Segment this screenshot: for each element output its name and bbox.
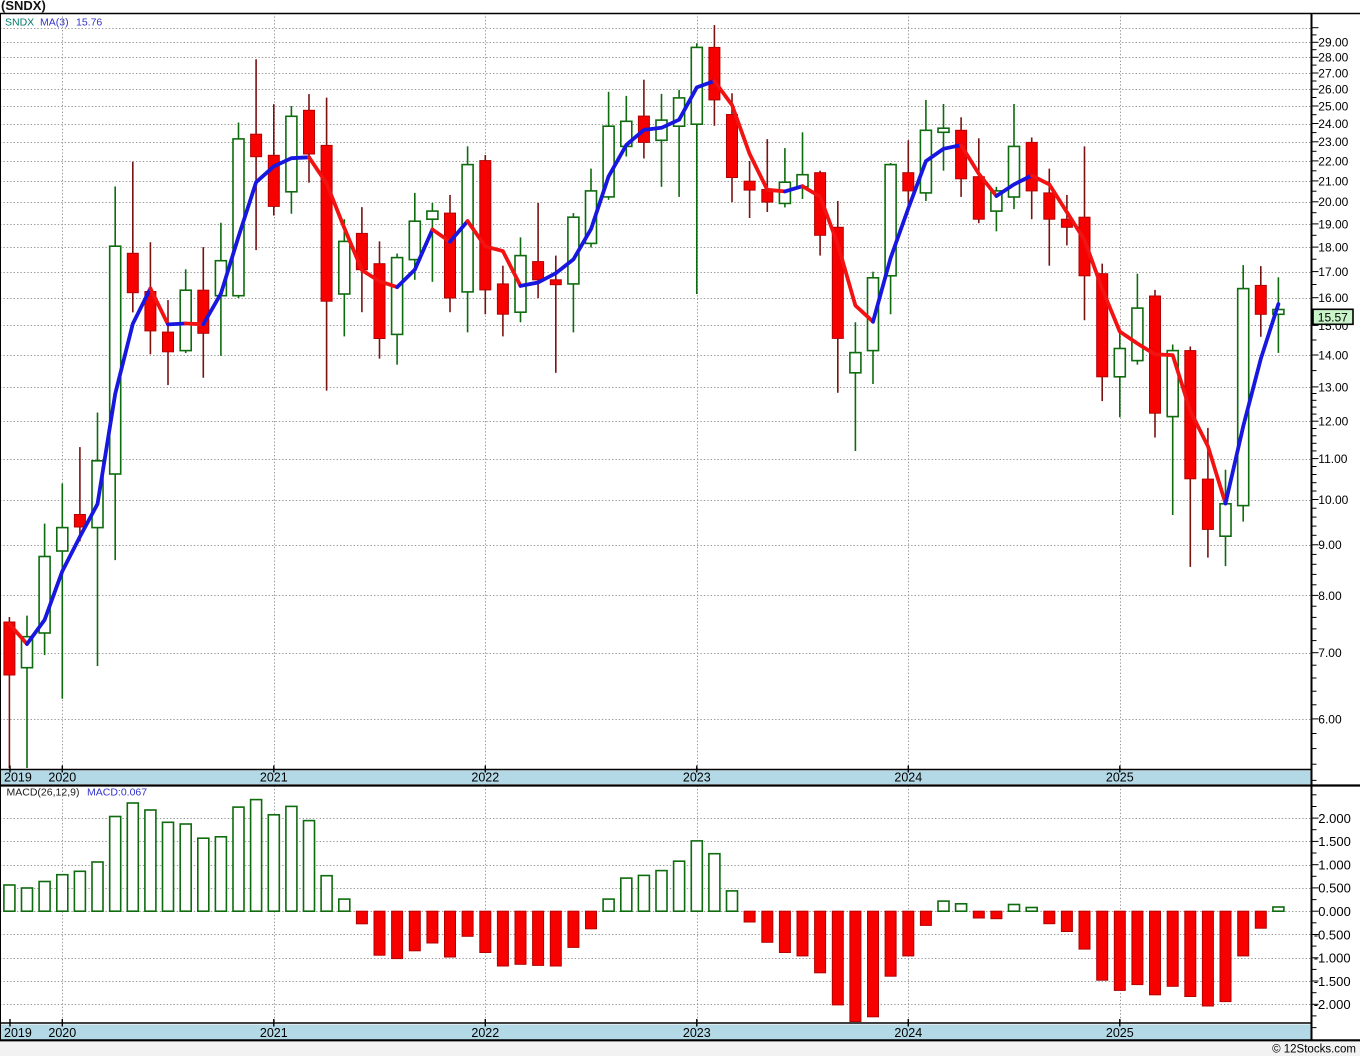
svg-text:6.00: 6.00 — [1318, 712, 1342, 726]
svg-text:27.00: 27.00 — [1318, 66, 1348, 80]
svg-text:2025: 2025 — [1106, 1026, 1134, 1040]
svg-text:24.00: 24.00 — [1318, 117, 1348, 131]
svg-text:22.00: 22.00 — [1318, 154, 1348, 168]
svg-text:2022: 2022 — [471, 1026, 499, 1040]
svg-text:8.00: 8.00 — [1318, 589, 1342, 603]
svg-text:© 12Stocks.com: © 12Stocks.com — [1272, 1044, 1356, 1056]
svg-text:(SNDX): (SNDX) — [1, 0, 46, 13]
svg-text:-2.000: -2.000 — [1314, 997, 1351, 1012]
svg-text:10.00: 10.00 — [1318, 493, 1348, 507]
svg-text:23.00: 23.00 — [1318, 135, 1348, 149]
svg-text:20.00: 20.00 — [1318, 195, 1348, 209]
svg-text:1.000: 1.000 — [1318, 858, 1351, 873]
svg-text:29.00: 29.00 — [1318, 36, 1348, 50]
svg-text:2.000: 2.000 — [1318, 811, 1351, 826]
svg-text:12.00: 12.00 — [1318, 415, 1348, 429]
svg-text:2022: 2022 — [471, 771, 499, 785]
svg-text:15.76: 15.76 — [76, 17, 102, 29]
svg-text:-0.500: -0.500 — [1314, 927, 1351, 942]
svg-text:2020: 2020 — [48, 1026, 76, 1040]
svg-text:26.00: 26.00 — [1318, 83, 1348, 97]
svg-text:25.00: 25.00 — [1318, 99, 1348, 113]
svg-text:15.57: 15.57 — [1318, 311, 1348, 325]
svg-text:16.00: 16.00 — [1318, 291, 1348, 305]
svg-text:0.000: 0.000 — [1318, 904, 1351, 919]
svg-text:2023: 2023 — [683, 771, 711, 785]
svg-text:-1.000: -1.000 — [1314, 951, 1351, 966]
svg-text:7.00: 7.00 — [1318, 646, 1342, 660]
svg-text:28.00: 28.00 — [1318, 51, 1348, 65]
svg-text:19.00: 19.00 — [1318, 217, 1348, 231]
svg-text:11.00: 11.00 — [1318, 452, 1347, 466]
svg-text:2019: 2019 — [4, 771, 32, 785]
svg-text:MA(3): MA(3) — [40, 17, 69, 29]
svg-text:SNDX: SNDX — [5, 17, 34, 29]
svg-text:2024: 2024 — [894, 1026, 922, 1040]
svg-text:2023: 2023 — [683, 1026, 711, 1040]
svg-text:-1.500: -1.500 — [1314, 974, 1351, 989]
svg-text:21.00: 21.00 — [1318, 174, 1348, 188]
svg-text:0.500: 0.500 — [1318, 881, 1351, 896]
svg-text:2021: 2021 — [260, 1026, 288, 1040]
svg-text:2019: 2019 — [4, 1026, 32, 1040]
svg-text:1.500: 1.500 — [1318, 834, 1351, 849]
svg-text:2020: 2020 — [48, 771, 76, 785]
svg-text:MACD(26,12,9): MACD(26,12,9) — [7, 787, 80, 799]
svg-text:14.00: 14.00 — [1318, 348, 1348, 362]
svg-text:9.00: 9.00 — [1318, 538, 1342, 552]
svg-text:17.00: 17.00 — [1318, 265, 1348, 279]
svg-text:2024: 2024 — [894, 771, 922, 785]
svg-text:2025: 2025 — [1106, 771, 1134, 785]
svg-text:MACD:0.067: MACD:0.067 — [87, 787, 147, 799]
svg-text:2021: 2021 — [260, 771, 288, 785]
svg-text:18.00: 18.00 — [1318, 241, 1348, 255]
svg-text:13.00: 13.00 — [1318, 380, 1348, 394]
